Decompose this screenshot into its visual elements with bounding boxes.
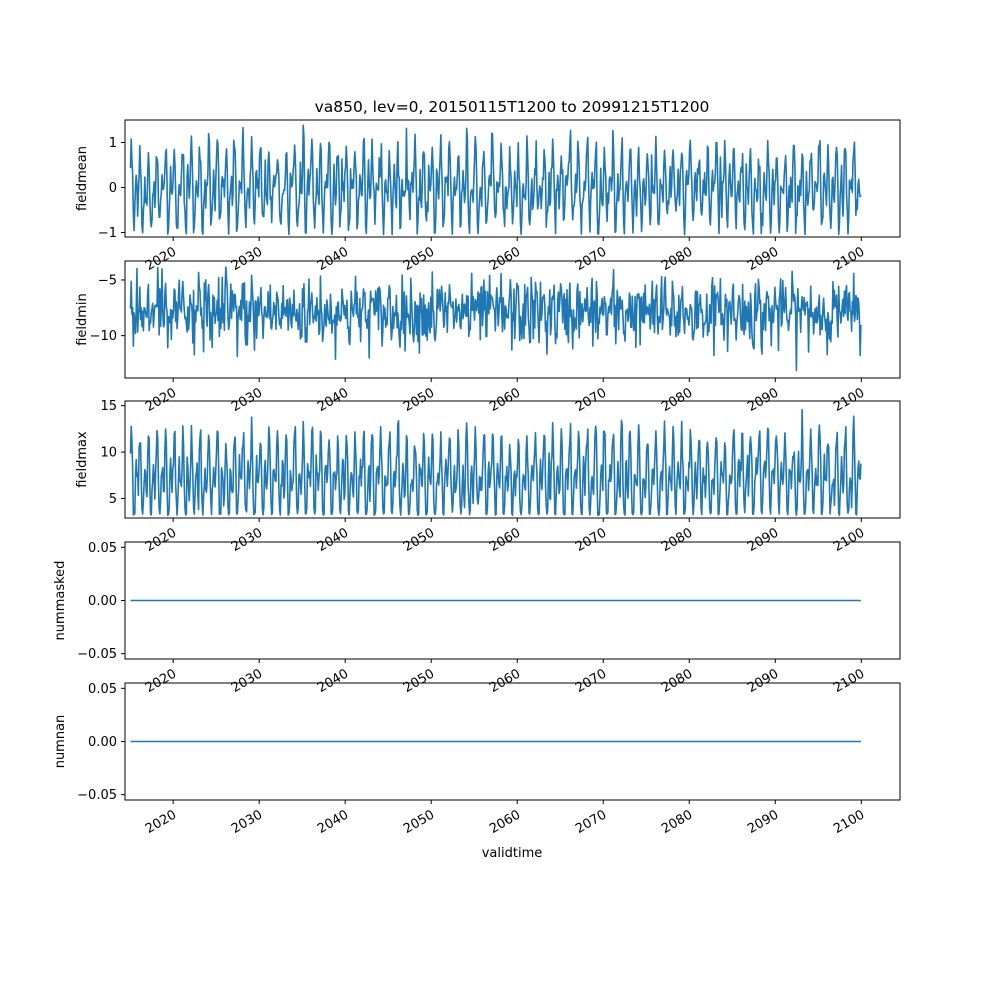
- x-tick-label: 2060: [487, 385, 523, 415]
- x-tick-label: 2070: [573, 244, 609, 274]
- y-tick-label: 0: [109, 181, 117, 196]
- axes-frame-fieldmean: [124, 119, 901, 238]
- x-tick-label: 2100: [831, 666, 867, 696]
- x-tick-label: 2090: [745, 525, 781, 555]
- x-tick-label: 2080: [659, 807, 695, 837]
- x-tick-label: 2020: [143, 807, 179, 837]
- x-tick-label: 2050: [401, 525, 437, 555]
- y-tick-label: −5: [98, 273, 117, 288]
- x-tick-label: 2040: [315, 244, 351, 274]
- x-tick-label: 2060: [487, 807, 523, 837]
- y-tick-label: 0.00: [88, 735, 117, 750]
- y-axis-label-fieldmean: fieldmean: [75, 146, 90, 211]
- series-line-fieldmax: [129, 408, 862, 517]
- y-tick-label: −10: [90, 329, 117, 344]
- y-tick-label: 5: [109, 492, 117, 507]
- x-tick-label: 2080: [659, 666, 695, 696]
- subplot-fieldmean: −1 0 1 fieldmean 2020 2030 2040 2050 2060 2070 208…: [75, 119, 901, 274]
- x-tick-label: 2080: [659, 385, 695, 415]
- x-tick-label: 2060: [487, 525, 523, 555]
- x-axis-label: validtime: [482, 846, 543, 861]
- x-tick-label: 2030: [229, 244, 265, 274]
- x-tick-label: 2100: [831, 244, 867, 274]
- x-tick-label: 2020: [143, 385, 179, 415]
- subplot-fieldmin: −10 −5 fieldmin 2020 2030 2040 2050 2060 2070 208…: [75, 260, 901, 415]
- y-tick-label: 15: [100, 399, 117, 414]
- x-tick-label: 2040: [315, 385, 351, 415]
- x-tick-label: 2060: [487, 666, 523, 696]
- subplot-numnan: −0.05 0.00 0.05 numnan 2020 2030 2040 2050 2060 2…: [53, 682, 901, 837]
- x-tick-label: 2090: [745, 807, 781, 837]
- x-tick-label: 2040: [315, 666, 351, 696]
- y-axis-label-fieldmin: fieldmin: [75, 293, 90, 346]
- y-tick-label: −1: [98, 226, 117, 241]
- x-tick-label: 2090: [745, 666, 781, 696]
- x-tick-label: 2050: [401, 807, 437, 837]
- x-tick-label: 2020: [143, 244, 179, 274]
- y-tick-label: 0.05: [88, 682, 117, 697]
- x-tick-label: 2070: [573, 807, 609, 837]
- x-tick-label: 2020: [143, 666, 179, 696]
- y-tick-label: −0.05: [77, 788, 117, 803]
- subplot-nummasked: −0.05 0.00 0.05 nummasked 2020 2030 2040 2050 20…: [53, 541, 901, 696]
- y-axis-label-numnan: numnan: [53, 715, 68, 769]
- x-tick-label: 2030: [229, 666, 265, 696]
- x-tick-label: 2070: [573, 525, 609, 555]
- x-tick-label: 2020: [143, 525, 179, 555]
- x-tick-label: 2030: [229, 807, 265, 837]
- y-tick-label: −0.05: [77, 647, 117, 662]
- x-tick-label: 2090: [745, 244, 781, 274]
- y-axis-label-nummasked: nummasked: [53, 561, 68, 641]
- x-tick-label: 2100: [831, 385, 867, 415]
- y-tick-label: 10: [100, 446, 117, 461]
- x-tick-label: 2060: [487, 244, 523, 274]
- y-tick-label: 0.05: [88, 541, 117, 556]
- y-tick-label: 0.00: [88, 594, 117, 609]
- x-tick-label: 2040: [315, 525, 351, 555]
- x-tick-label: 2100: [831, 807, 867, 837]
- x-tick-label: 2050: [401, 666, 437, 696]
- axes-frame-fieldmax: [124, 400, 901, 519]
- y-tick-label: 1: [109, 136, 117, 151]
- series-line-fieldmean: [129, 124, 862, 236]
- x-tick-label: 2080: [659, 525, 695, 555]
- x-tick-label: 2030: [229, 385, 265, 415]
- x-tick-label: 2030: [229, 525, 265, 555]
- x-tick-label: 2070: [573, 385, 609, 415]
- x-tick-label: 2050: [401, 385, 437, 415]
- x-tick-label: 2050: [401, 244, 437, 274]
- series-line-fieldmin: [129, 266, 862, 372]
- x-tick-label: 2040: [315, 807, 351, 837]
- y-axis-label-fieldmax: fieldmax: [75, 431, 90, 488]
- x-tick-label: 2080: [659, 244, 695, 274]
- subplot-fieldmax: 5 10 15 fieldmax 2020 2030 2040 2050 2060 2070 208…: [75, 399, 901, 555]
- chart-title: va850, lev=0, 20150115T1200 to 20991215T…: [315, 98, 710, 116]
- axes-frame-fieldmin: [124, 260, 901, 379]
- x-tick-label: 2070: [573, 666, 609, 696]
- x-tick-label: 2090: [745, 385, 781, 415]
- x-tick-label: 2100: [831, 525, 867, 555]
